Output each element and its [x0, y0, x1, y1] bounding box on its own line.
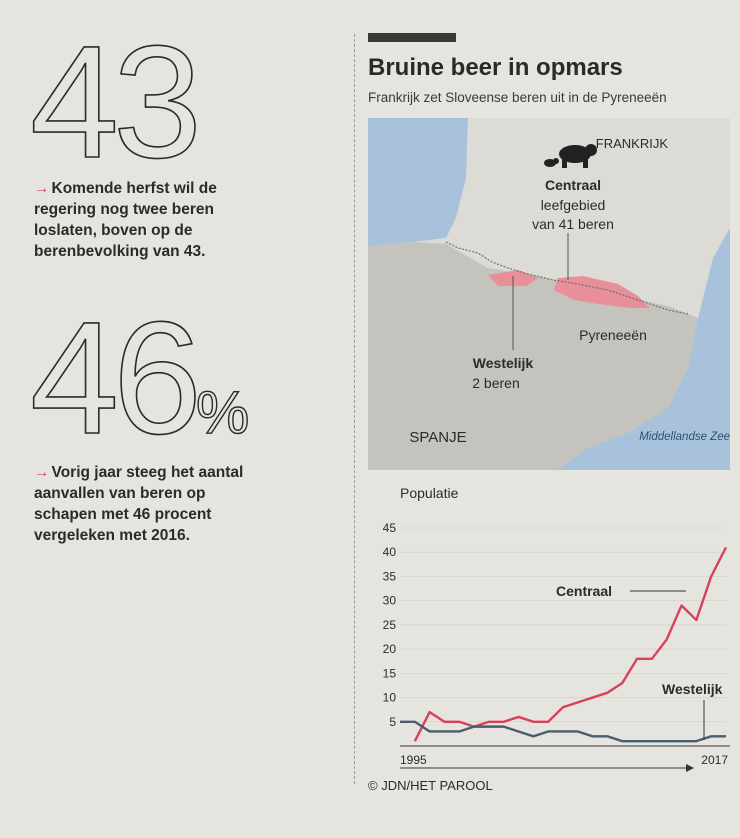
graphic-title: Bruine beer in opmars: [368, 54, 623, 81]
credit-line: © JDN/HET PAROOL: [368, 778, 493, 793]
arrow-icon: →: [34, 464, 50, 481]
time-arrow-head: [686, 764, 694, 772]
series-line-westelijk: [400, 720, 726, 743]
y-tick-label: 45: [383, 521, 397, 535]
y-tick-label: 40: [383, 545, 397, 559]
y-tick-label: 5: [389, 715, 396, 729]
x-start-label: 1995: [400, 753, 427, 767]
mediterranean-sea: [558, 228, 730, 470]
label-centraal-line2: van 41 beren: [532, 216, 614, 232]
percent-sign: %: [195, 379, 250, 446]
y-tick-label: 35: [383, 569, 397, 583]
label-westelijk-count: 2 beren: [472, 375, 519, 391]
central-habitat-area: [554, 276, 650, 308]
title-bar: [368, 33, 456, 42]
label-frankrijk: FRANKRIJK: [596, 136, 669, 151]
bay-of-biscay: [368, 118, 468, 246]
population-chart: Populatie 5 10 15 20 25 30 35 40 45 1995 2017 Ce…: [383, 485, 730, 772]
label-middellandse-zee: Middellandse Zee: [639, 431, 730, 443]
gridlines: [400, 527, 726, 723]
stat-43-text: → Komende herfst wil de regering nog twee…: [34, 178, 264, 262]
graphic-subtitle: Frankrijk zet Sloveense beren uit in de …: [368, 90, 667, 105]
label-pyreneeen: Pyreneeën: [579, 327, 647, 343]
border-line: [445, 241, 689, 315]
label-westelijk-series: Westelijk: [662, 681, 723, 697]
label-centraal: Centraal: [545, 177, 601, 193]
label-spanje: SPANJE: [409, 429, 466, 446]
y-tick-label: 15: [383, 666, 397, 680]
label-centraal-line1: leefgebied: [541, 197, 606, 213]
stat-43-number: 43: [29, 12, 203, 191]
label-westelijk: Westelijk: [473, 355, 534, 371]
stat-46-description: Vorig jaar steeg het aantal aanvallen va…: [34, 464, 244, 544]
series-lines: [400, 546, 728, 743]
column-divider: [354, 34, 355, 784]
stat-46-number: 46%: [29, 297, 250, 459]
series-line-centraal: [413, 546, 728, 742]
y-tick-label: 30: [383, 594, 397, 608]
x-end-label: 2017: [701, 753, 728, 767]
stat-43-description: Komende herfst wil de regering nog twee …: [34, 180, 217, 260]
arrow-icon: →: [34, 180, 50, 197]
stat-46-value: 46: [29, 288, 203, 467]
y-tick-label: 25: [383, 618, 397, 632]
label-centraal-series: Centraal: [556, 583, 612, 599]
y-tick-label: 10: [383, 691, 397, 705]
bear-icon: [544, 144, 597, 168]
chart-title: Populatie: [400, 485, 459, 501]
y-tick-label: 20: [383, 642, 397, 656]
pyrenees-map: FRANKRIJK Centraal leefgebied van 41 ber…: [368, 118, 730, 470]
stat-46-text: → Vorig jaar steeg het aantal aanvallen v…: [34, 462, 264, 546]
y-axis-ticks: 5 10 15 20 25 30 35 40 45: [383, 521, 397, 729]
